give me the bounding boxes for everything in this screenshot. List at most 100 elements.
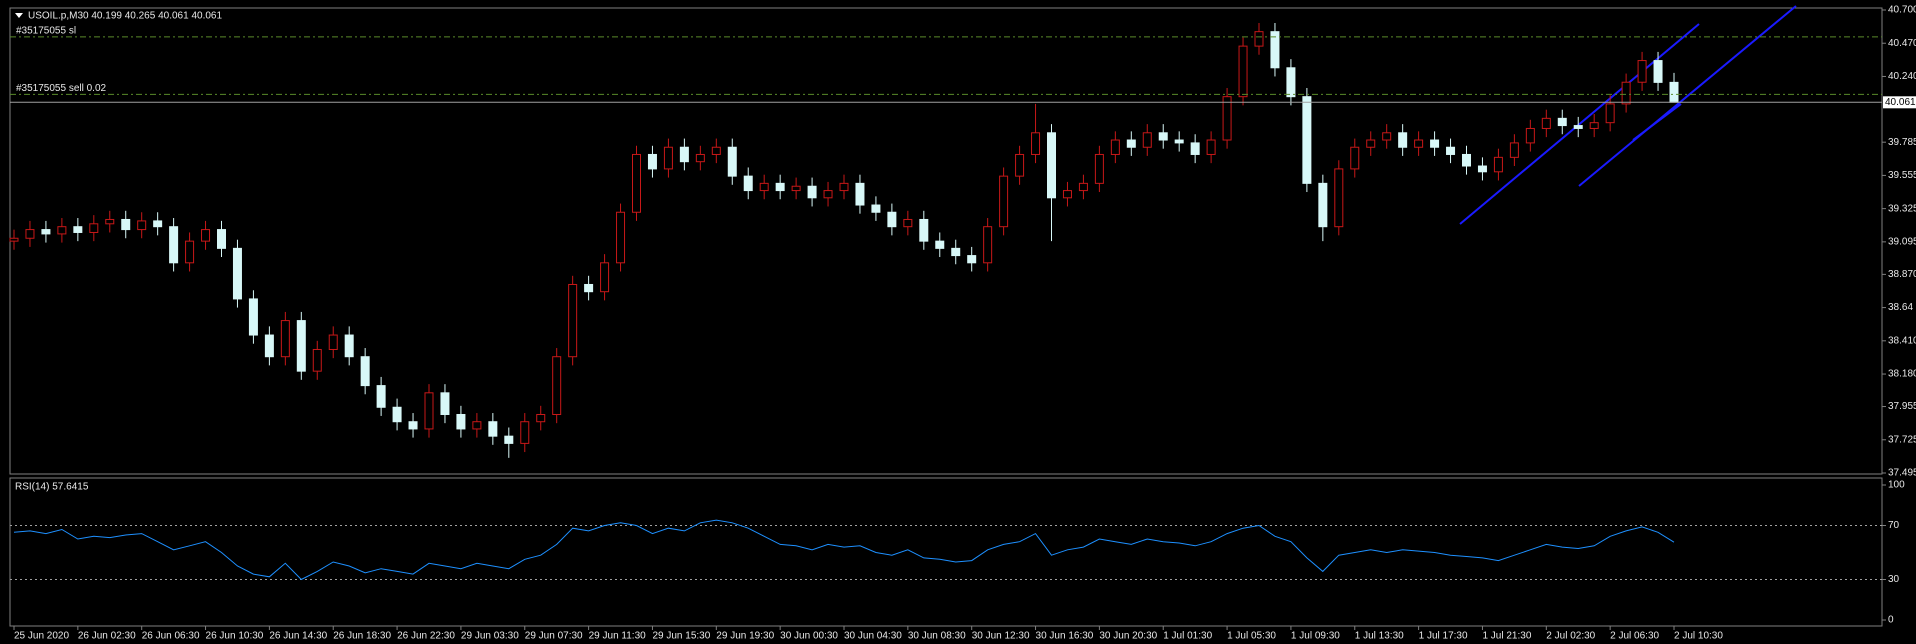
menu-arrow[interactable] <box>15 13 23 18</box>
candle-body <box>185 240 195 264</box>
y-tick-label: 37.955 <box>1888 401 1916 412</box>
candle-body <box>1174 139 1184 144</box>
x-tick-label: 29 Jun 03:30 <box>461 631 519 642</box>
candle-body <box>1094 153 1104 184</box>
candle-body <box>919 218 929 242</box>
candle-body <box>823 190 833 199</box>
candle-body <box>1254 31 1264 47</box>
candle-body <box>1015 153 1025 177</box>
y-tick-label: 0 <box>1888 615 1894 626</box>
candle-body <box>1190 142 1200 155</box>
chart-title: USOIL.p,M30 40.199 40.265 40.061 40.061 <box>28 11 222 22</box>
y-tick-label: 40.700 <box>1888 5 1916 16</box>
candle-body <box>328 334 338 350</box>
trend-line[interactable] <box>1578 5 1797 187</box>
x-tick-label: 29 Jun 07:30 <box>525 631 583 642</box>
candle-body <box>9 237 19 242</box>
candle-body <box>456 413 466 430</box>
candle-body <box>552 356 562 415</box>
candle-body <box>105 218 115 225</box>
x-tick-label: 1 Jul 01:30 <box>1163 631 1212 642</box>
candle-body <box>1206 139 1216 155</box>
candle-body <box>711 146 721 155</box>
y-tick-label: 37.725 <box>1888 434 1916 445</box>
candle-body <box>217 229 226 249</box>
candle-body <box>679 146 689 163</box>
y-tick-label: 40.470 <box>1888 38 1916 49</box>
y-tick-label: 37.495 <box>1888 468 1916 479</box>
candle-body <box>807 185 817 199</box>
candle-body <box>1382 132 1392 141</box>
x-tick-label: 26 Jun 10:30 <box>206 631 264 642</box>
current-price-label: 40.061 <box>1885 97 1916 108</box>
trend-line[interactable] <box>1632 103 1682 141</box>
candle-body <box>663 146 673 170</box>
candle-body <box>855 182 865 206</box>
x-tick-label: 26 Jun 18:30 <box>333 631 391 642</box>
candle-body <box>424 392 434 430</box>
candle-body <box>1541 117 1551 129</box>
y-tick-label: 38.64 <box>1888 302 1913 313</box>
candle-body <box>632 153 641 213</box>
candle-body <box>1110 139 1120 155</box>
order-label: #35175055 sl <box>16 26 76 37</box>
x-tick-label: 2 Jul 10:30 <box>1674 631 1723 642</box>
candle-body <box>536 413 546 423</box>
candle-body <box>1525 127 1535 144</box>
candle-body <box>153 220 163 228</box>
candle-body <box>1621 81 1631 105</box>
candle-body <box>440 392 450 415</box>
candle-body <box>1142 132 1152 148</box>
candle-body <box>839 182 849 192</box>
x-tick-label: 1 Jul 21:30 <box>1482 631 1531 642</box>
x-tick-label: 1 Jul 13:30 <box>1355 631 1404 642</box>
order-label: #35175055 sell 0.02 <box>16 83 107 94</box>
x-tick-label: 25 Jun 2020 <box>14 631 69 642</box>
x-tick-label: 1 Jul 09:30 <box>1291 631 1340 642</box>
candle-body <box>296 320 306 372</box>
x-tick-label: 29 Jun 11:30 <box>589 631 647 642</box>
candle-body <box>584 283 594 293</box>
x-tick-label: 30 Jun 20:30 <box>1099 631 1157 642</box>
candle-body <box>1493 156 1503 173</box>
candle-body <box>1286 67 1296 98</box>
candle-body <box>1637 60 1647 83</box>
trend-line[interactable] <box>1459 23 1700 225</box>
x-tick-label: 30 Jun 00:30 <box>780 631 838 642</box>
candle-body <box>1605 103 1615 124</box>
candle-body <box>695 153 705 163</box>
y-tick-label: 38.180 <box>1888 369 1916 380</box>
candle-body <box>73 226 83 233</box>
candle-body <box>791 185 801 192</box>
candle-body <box>887 211 897 228</box>
candle-body <box>408 421 418 430</box>
candle-body <box>967 255 977 264</box>
candle-body <box>248 298 258 336</box>
candle-body <box>376 385 386 408</box>
candle-body <box>1366 139 1376 148</box>
y-tick-label: 38.410 <box>1888 335 1916 346</box>
candle-body <box>1270 31 1280 69</box>
candle-body <box>999 175 1009 228</box>
candle-body <box>1031 132 1041 155</box>
candle-body <box>312 348 322 372</box>
candle-body <box>25 229 35 239</box>
y-tick-label: 39.325 <box>1888 203 1916 214</box>
x-tick-label: 1 Jul 17:30 <box>1419 631 1468 642</box>
candle-body <box>137 220 147 231</box>
candle-body <box>280 320 290 358</box>
y-tick-label: 39.555 <box>1888 170 1916 181</box>
candle-body <box>232 247 242 300</box>
current-price-box <box>1883 96 1916 109</box>
candle-body <box>1238 45 1248 98</box>
candle-body <box>743 175 753 192</box>
candle-body <box>1446 146 1456 155</box>
candle-body <box>169 226 179 264</box>
candle-body <box>1589 122 1599 129</box>
candle-body <box>935 240 945 249</box>
x-tick-label: 30 Jun 16:30 <box>1036 631 1094 642</box>
candle-body <box>1302 96 1312 184</box>
rsi-panel <box>9 477 1883 627</box>
candle-body <box>1126 139 1136 148</box>
